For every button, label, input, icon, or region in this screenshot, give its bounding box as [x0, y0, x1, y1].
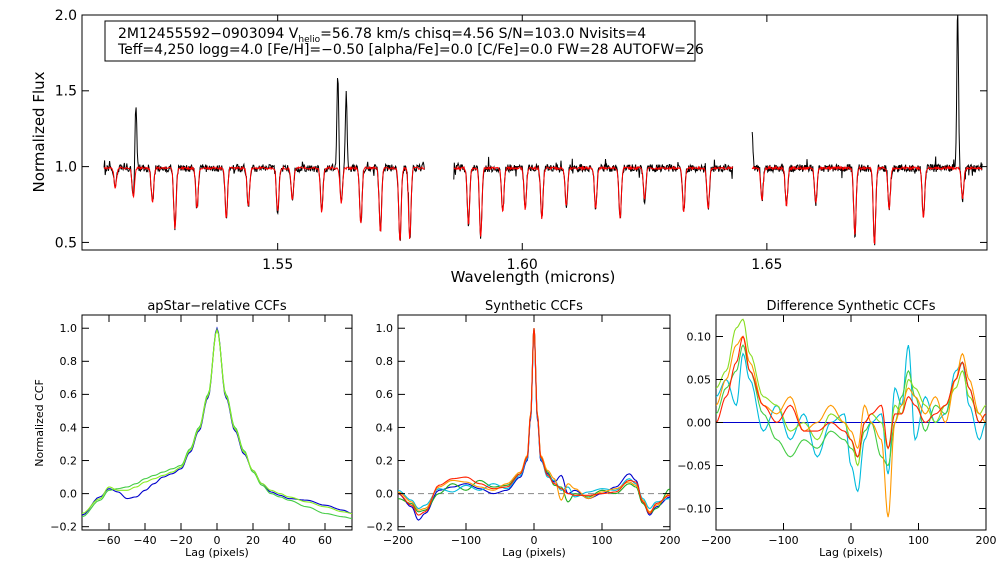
model-spectrum-chip-1 [103, 165, 425, 241]
synthetic-ccf-panel: −200 −100 0 100 200 −0.2 0.0 0.2 0.4 0.6 0.8 1.0 Sy… [366, 299, 680, 559]
synthetic-title: Synthetic CCFs [485, 299, 583, 314]
apstar-x-axis-label: Lag (pixels) [185, 546, 249, 559]
spectrum-x-tick-label: 1.65 [751, 257, 782, 273]
spectrum-plot-area [103, 15, 983, 246]
spectrum-frame [81, 14, 988, 251]
apstar-series-3 [82, 328, 352, 515]
apstar-y-tick-label: 0.6 [60, 388, 78, 401]
difference-y-tick-label: −0.10 [677, 502, 711, 515]
apstar-y-axis-label: Normalized CCF [33, 379, 46, 467]
apstar-ticks: −60 −40 −20 0 20 40 60 −0.2 0.0 0.2 0.4 0.6 0.8 1.0 [50, 315, 352, 547]
apstar-plot-area [82, 326, 352, 519]
model-spectrum-chip-3 [751, 165, 983, 245]
spectrum-ticks: 1.55 1.60 1.65 0.5 1.0 1.5 2.0 [55, 8, 987, 273]
synthetic-x-tick-label: 200 [660, 534, 681, 547]
synthetic-y-tick-label: −0.2 [366, 521, 393, 534]
spectrum-x-axis-label: Wavelength (microns) [451, 268, 616, 286]
synthetic-y-tick-label: 0.8 [376, 355, 394, 368]
apstar-x-tick-label: 0 [214, 534, 221, 547]
synthetic-x-tick-label: 100 [592, 534, 613, 547]
difference-ccf-panel: −200 −100 0 100 200 −0.10 −0.05 0.00 0.05 0.10 Di… [677, 299, 996, 559]
difference-x-tick-label: 0 [848, 534, 855, 547]
apstar-y-tick-label: 0.8 [60, 355, 78, 368]
apstar-y-tick-label: 0.2 [60, 454, 78, 467]
difference-y-tick-label: 0.10 [687, 330, 712, 343]
synthetic-ticks: −200 −100 0 100 200 −0.2 0.0 0.2 0.4 0.6 0.8 1.0 [366, 315, 681, 547]
apstar-y-tick-label: 0.4 [60, 421, 78, 434]
synthetic-y-tick-label: 0.2 [376, 454, 394, 467]
apstar-y-tick-label: 0.0 [60, 487, 78, 500]
synthetic-y-tick-label: 0.6 [376, 388, 394, 401]
spectrum-panel: 1.55 1.60 1.65 0.5 1.0 1.5 2.0 2M12455592−0903… [30, 8, 988, 286]
spectrum-y-tick-label: 1.5 [55, 84, 77, 100]
difference-x-tick-label: 100 [908, 534, 929, 547]
legend-star-id: 2M12455592−0903094 V [118, 26, 299, 42]
difference-y-tick-label: −0.05 [677, 459, 711, 472]
apstar-x-tick-label: −60 [97, 534, 120, 547]
apstar-y-tick-label: 1.0 [60, 322, 78, 335]
apstar-x-tick-label: −20 [169, 534, 192, 547]
synthetic-y-tick-label: 1.0 [376, 322, 394, 335]
difference-x-tick-label: −200 [701, 534, 731, 547]
difference-title: Difference Synthetic CCFs [766, 299, 935, 314]
spectrum-y-tick-label: 0.5 [55, 235, 77, 251]
apstar-y-tick-label: −0.2 [50, 521, 77, 534]
difference-ticks: −200 −100 0 100 200 −0.10 −0.05 0.00 0.05 0.10 [677, 315, 997, 547]
spectrum-x-tick-label: 1.60 [507, 257, 538, 273]
synthetic-plot-area [398, 328, 670, 521]
apstar-x-tick-label: 40 [282, 534, 296, 547]
synthetic-x-tick-label: −200 [383, 534, 413, 547]
difference-x-tick-label: −100 [768, 534, 798, 547]
synthetic-y-tick-label: 0.4 [376, 421, 394, 434]
difference-plot-area [716, 318, 986, 518]
legend-helio-subscript: helio [298, 35, 320, 45]
synthetic-x-axis-label: Lag (pixels) [502, 546, 566, 559]
difference-y-tick-label: 0.05 [687, 373, 712, 386]
apstar-title: apStar−relative CCFs [147, 299, 287, 314]
spectrum-x-tick-label: 1.55 [262, 257, 293, 273]
synthetic-x-tick-label: 0 [531, 534, 538, 547]
spectrum-y-tick-label: 1.0 [55, 160, 77, 176]
legend-fit-summary: =56.78 km/s chisq=4.56 S/N=103.0 Nvisits… [320, 26, 646, 42]
spectrum-legend-line-2: Teff=4,250 logg=4.0 [Fe/H]=−0.50 [alpha/… [117, 42, 704, 58]
apstar-ccf-panel: −60 −40 −20 0 20 40 60 −0.2 0.0 0.2 0.4 0.6 0.8 1.0 a… [33, 299, 353, 559]
difference-series-5 [716, 335, 986, 458]
difference-x-axis-label: Lag (pixels) [819, 546, 883, 559]
difference-series-2 [716, 344, 986, 467]
apstar-x-tick-label: −40 [133, 534, 156, 547]
model-spectrum-chip-2 [453, 165, 734, 237]
difference-y-tick-label: 0.00 [687, 416, 712, 429]
apstar-x-tick-label: 20 [246, 534, 260, 547]
synthetic-x-tick-label: −100 [451, 534, 481, 547]
synthetic-y-tick-label: 0.0 [376, 487, 394, 500]
spectrum-legend-box [104, 20, 696, 62]
apstar-series-1 [82, 326, 352, 516]
apstar-x-tick-label: 60 [318, 534, 332, 547]
spectrum-legend-line-1: 2M12455592−0903094 Vhelio=56.78 km/s chi… [118, 26, 646, 45]
spectrum-y-tick-label: 2.0 [55, 8, 77, 24]
difference-x-tick-label: 200 [976, 534, 997, 547]
synthetic-series-5 [398, 328, 670, 516]
spectrum-y-axis-label: Normalized Flux [30, 71, 48, 192]
